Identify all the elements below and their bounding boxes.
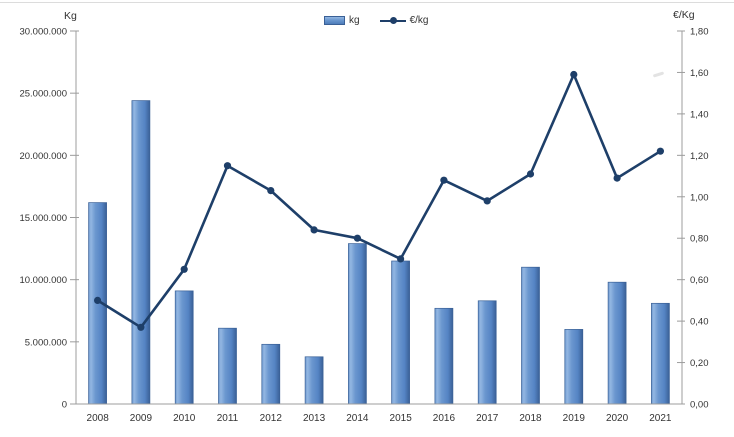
- right-axis-tick-label: 1,60: [690, 68, 709, 79]
- bar-2014: [348, 243, 367, 405]
- right-axis-tick-label: 1,80: [690, 27, 709, 38]
- line-group: [94, 70, 665, 331]
- axes-group: 0 5.000.000 10.000.000 15.000.000 20.000.000…: [19, 27, 708, 425]
- x-axis-label-2019: 2019: [563, 413, 586, 424]
- right-axis-tick-label: 0,40: [690, 317, 709, 328]
- line-series-swatch-icon: [379, 17, 406, 25]
- price-point-2019: [570, 70, 578, 79]
- bar-series-swatch-icon: [324, 16, 345, 25]
- right-axis-tick-label: 0,60: [690, 275, 709, 286]
- price-point-2013: [310, 226, 318, 234]
- left-axis-tick-label: 0: [62, 400, 67, 411]
- price-point-2021: [656, 147, 665, 155]
- x-axis-label-2016: 2016: [433, 413, 456, 424]
- legend: kg €/kg: [324, 15, 428, 26]
- bar-2017: [477, 300, 497, 405]
- x-axis-label-2013: 2013: [303, 413, 326, 424]
- x-axis-label-2018: 2018: [519, 413, 542, 424]
- left-axis-title: Kg: [64, 10, 77, 22]
- bar-2011: [218, 327, 237, 405]
- left-axis-tick-label: 25.000.000: [19, 89, 67, 100]
- price-point-2017: [483, 197, 491, 205]
- right-axis-tick-label: 0,20: [690, 358, 709, 369]
- legend-item-eur-per-kg: €/kg: [379, 15, 429, 26]
- bar-2019: [564, 329, 584, 405]
- price-point-2012: [267, 187, 275, 195]
- x-axis-label-2017: 2017: [476, 413, 499, 424]
- bar-2013: [304, 356, 324, 405]
- left-axis-tick-label: 30.000.000: [19, 27, 67, 38]
- x-axis-label-2010: 2010: [173, 413, 196, 424]
- bar-2012: [261, 343, 281, 405]
- price-point-2009: [137, 323, 145, 331]
- bar-2020: [607, 281, 627, 405]
- price-point-2008: [94, 296, 102, 304]
- bar-2009: [131, 100, 151, 405]
- right-axis-tick-label: 1,40: [690, 109, 709, 120]
- bar-2010: [174, 290, 194, 405]
- right-axis-tick-label: 0,00: [690, 400, 709, 411]
- frame-top-border: [0, 2, 734, 3]
- legend-label-kg: kg: [349, 15, 360, 26]
- left-axis-tick-label: 5.000.000: [25, 337, 67, 348]
- right-axis-title: €/Kg: [673, 9, 695, 21]
- line-swatch-marker: [389, 17, 397, 24]
- x-axis-label-2021: 2021: [649, 413, 672, 424]
- legend-item-kg: kg: [324, 15, 360, 26]
- left-axis-tick-label: 15.000.000: [19, 213, 67, 224]
- bar-2016: [434, 307, 454, 405]
- price-point-2010: [180, 265, 188, 273]
- x-axis-label-2011: 2011: [217, 413, 239, 424]
- bar-2018: [521, 266, 540, 405]
- legend-label-eur-per-kg: €/kg: [409, 15, 429, 26]
- x-axis-label-2008: 2008: [87, 413, 110, 424]
- left-axis-tick-label: 20.000.000: [19, 151, 67, 162]
- bar-2015: [391, 260, 410, 405]
- price-point-2015: [397, 255, 405, 263]
- price-line: [96, 73, 662, 329]
- price-point-2020: [613, 174, 621, 182]
- price-point-2018: [526, 170, 535, 178]
- x-axis-label-2014: 2014: [346, 413, 369, 424]
- right-axis-tick-label: 0,80: [690, 234, 709, 245]
- price-point-2014: [353, 234, 361, 242]
- price-point-2016: [440, 176, 448, 184]
- x-axis-label-2020: 2020: [606, 413, 629, 424]
- right-axis-tick-label: 1,00: [690, 192, 709, 203]
- x-axis-label-2012: 2012: [260, 413, 283, 424]
- left-axis-tick-label: 10.000.000: [19, 275, 67, 286]
- x-axis-label-2015: 2015: [390, 413, 413, 424]
- bars-group: [88, 100, 670, 405]
- bar-2021: [651, 302, 670, 405]
- price-point-2011: [223, 162, 232, 170]
- right-axis-tick-label: 1,20: [690, 151, 709, 162]
- x-axis-label-2009: 2009: [130, 413, 153, 424]
